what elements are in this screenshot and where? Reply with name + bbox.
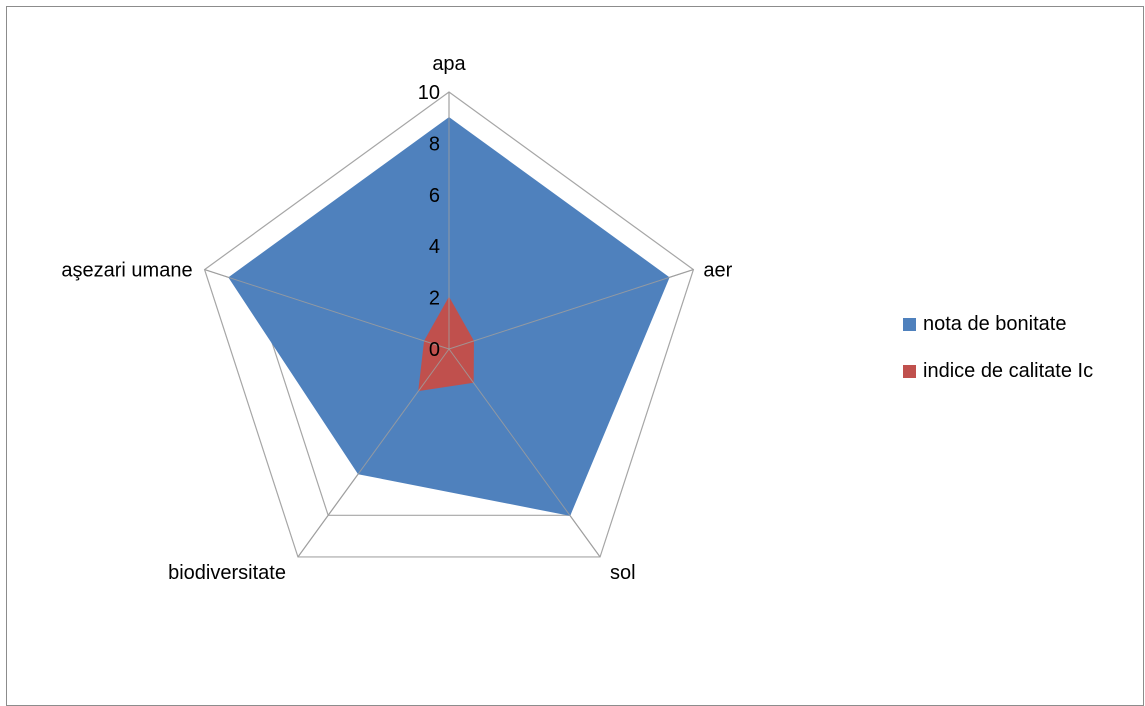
spoke-line-overlay	[297, 348, 450, 558]
legend-item-nota-de-bonitate: nota de bonitate	[903, 312, 1093, 336]
category-labels: apa aer sol biodiversitate aşezari umane	[61, 53, 732, 584]
spoke-line-overlay	[448, 269, 694, 350]
tick-label: 8	[429, 133, 440, 155]
category-label: aer	[703, 260, 732, 282]
legend-label: nota de bonitate	[923, 312, 1067, 335]
category-label: aşezari umane	[61, 260, 192, 282]
series-area	[418, 296, 474, 392]
tick-label: 4	[429, 236, 440, 258]
legend-label: indice de calitate Ic	[923, 359, 1094, 382]
radial-tick-labels: 0 2 4 6 8 10	[418, 82, 440, 361]
radar-chart: 0 2 4 6 8 10 apa aer sol biodiversitate aşezari u…	[61, 53, 732, 584]
radar-series	[204, 92, 694, 558]
spoke-line-overlay	[204, 269, 450, 350]
legend-swatch	[903, 317, 916, 331]
legend-swatch	[903, 364, 916, 378]
legend: nota de bonitate indice de calitate Ic	[903, 312, 1093, 406]
tick-label: 6	[429, 185, 440, 207]
category-label: sol	[610, 562, 636, 584]
tick-label: 0	[429, 339, 440, 361]
legend-item-indice-de-calitate: indice de calitate Ic	[903, 359, 1093, 383]
grid-ring	[203, 91, 695, 558]
tick-label: 2	[429, 288, 440, 310]
spoke-line-overlay	[448, 348, 601, 558]
category-label: biodiversitate	[168, 562, 286, 584]
category-label: apa	[432, 53, 466, 75]
tick-label: 10	[418, 82, 440, 104]
